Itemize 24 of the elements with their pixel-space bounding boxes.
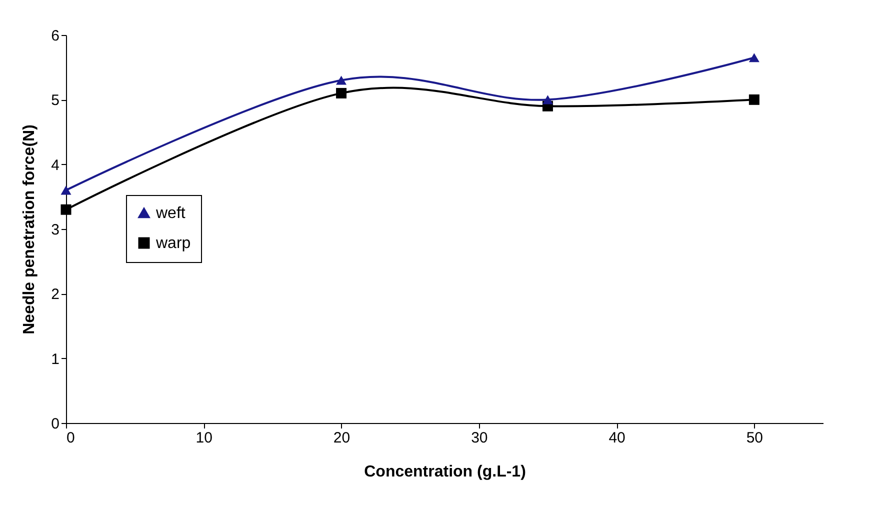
y-tick-label: 3 <box>51 222 60 238</box>
x-tick-label: 0 <box>66 430 75 446</box>
x-axis-title: Concentration (g.L-1) <box>364 464 526 480</box>
point <box>748 94 760 105</box>
x-tick-label: 40 <box>608 430 626 446</box>
y-tick-label: 4 <box>51 156 60 174</box>
y-tick-label: 2 <box>51 286 60 304</box>
point <box>60 204 72 215</box>
point <box>60 186 72 195</box>
x-tick-label: 30 <box>471 430 488 446</box>
point <box>336 76 347 85</box>
point <box>542 95 553 104</box>
legend-label: weft <box>155 205 186 222</box>
point <box>748 53 760 62</box>
point <box>336 88 347 98</box>
x-tick-label: 20 <box>333 430 350 446</box>
y-tick-label: 5 <box>51 92 60 110</box>
y-axis-title: Needle penetration force(N) <box>21 124 38 334</box>
legend-label: warp <box>155 235 191 252</box>
x-tick-label: 50 <box>746 430 764 446</box>
x-tick-label: 10 <box>196 430 212 446</box>
y-tick-label: 6 <box>51 28 60 44</box>
y-tick-label: 1 <box>51 350 60 368</box>
y-tick-label: 0 <box>51 416 60 432</box>
